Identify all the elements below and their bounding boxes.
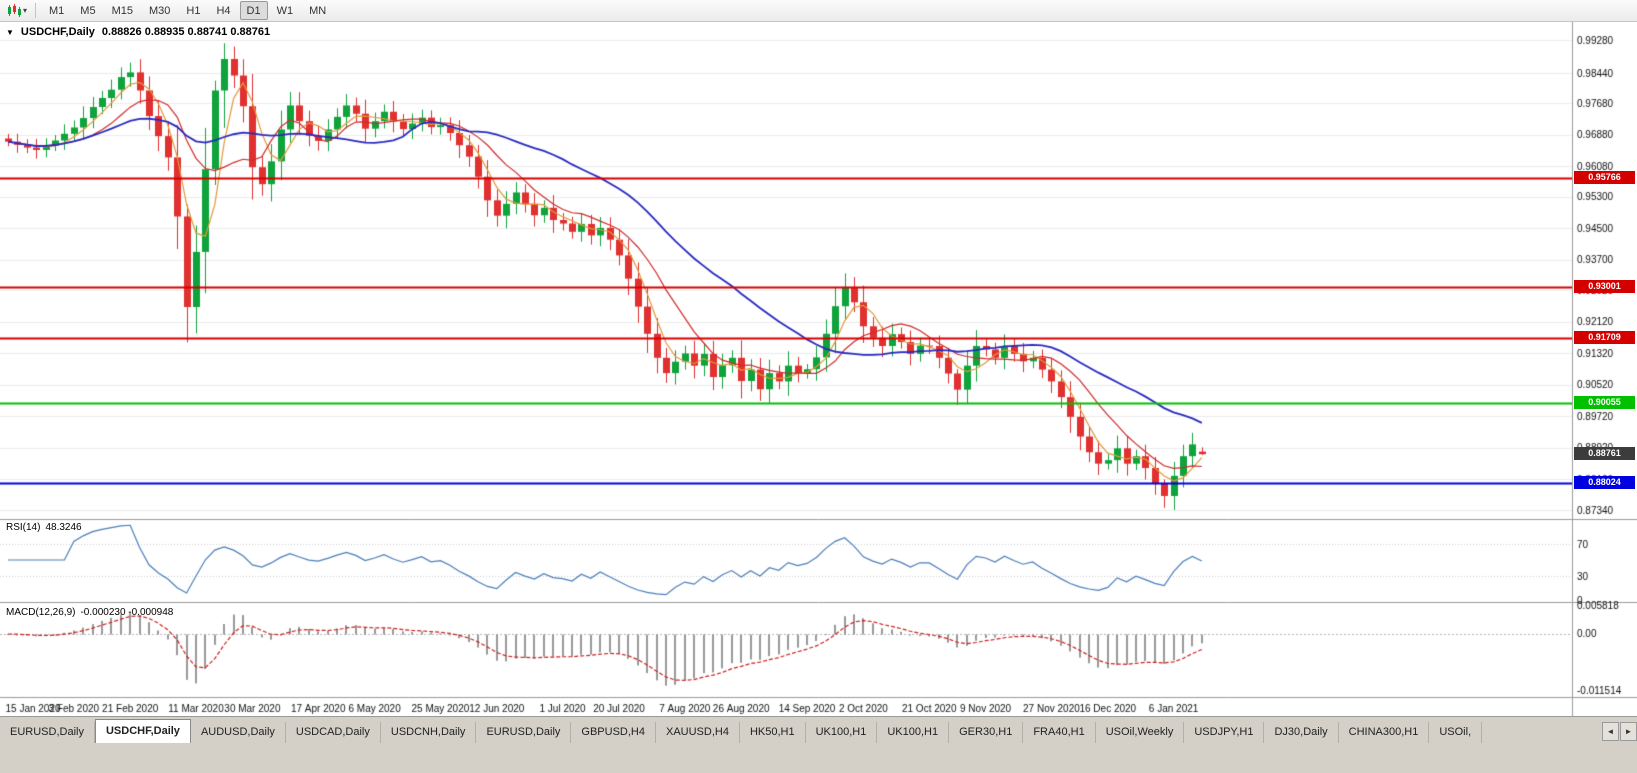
macd-values: -0.000230 -0.000948 <box>80 607 174 618</box>
chart-tab-ger30-h1[interactable]: GER30,H1 <box>949 722 1024 743</box>
price-level-badge-0.88024[interactable]: 0.88024 <box>1574 476 1635 489</box>
price-level-badge-0.95766[interactable]: 0.95766 <box>1574 171 1635 184</box>
timeframe-button-M1[interactable]: M1 <box>49 4 65 17</box>
rsi-value: 48.3246 <box>45 522 82 533</box>
window-bottom-strip <box>0 743 1637 773</box>
chart-tab-hk50-h1[interactable]: HK50,H1 <box>740 722 806 743</box>
timeframe-toolbar: ▾ M1 M5 M15 M30 H1 H4 D1 W1 MN <box>0 0 1637 22</box>
price-level-badge-0.91709[interactable]: 0.91709 <box>1574 331 1635 344</box>
chart-tab-fra40-h1[interactable]: FRA40,H1 <box>1023 722 1096 743</box>
timeframe-button-H4[interactable]: H4 <box>216 4 231 17</box>
timeframe-button-MN[interactable]: MN <box>309 4 327 17</box>
price-level-badge-0.88761[interactable]: 0.88761 <box>1574 447 1635 460</box>
chart-tab-uk100-h1[interactable]: UK100,H1 <box>877 722 950 743</box>
candlestick-chart-icon <box>8 4 21 17</box>
chart-tab-bar: EURUSD,Daily USDCHF,Daily AUDUSD,Daily USDC… <box>0 716 1637 743</box>
chart-title: ▼ USDCHF,Daily 0.88826 0.88935 0.88741 0… <box>6 26 270 38</box>
price-level-badge-0.90055[interactable]: 0.90055 <box>1574 396 1635 409</box>
toolbar-separator <box>35 3 37 18</box>
rsi-indicator-label: RSI(14) 48.3246 <box>6 522 82 533</box>
chart-tab-uk100-h1[interactable]: UK100,H1 <box>806 722 878 743</box>
tab-scroll-left-button[interactable]: ◄ <box>1602 722 1619 741</box>
chart-window: ▼ USDCHF,Daily 0.88826 0.88935 0.88741 0… <box>0 22 1637 716</box>
chart-tab-eurusd-daily[interactable]: EURUSD,Daily <box>476 722 572 743</box>
chart-tab-gbpusd-h4[interactable]: GBPUSD,H4 <box>571 722 656 743</box>
collapse-triangle-icon[interactable]: ▼ <box>6 27 14 37</box>
rsi-name: RSI(14) <box>6 522 41 533</box>
chart-tab-usdjpy-h1[interactable]: USDJPY,H1 <box>1184 722 1265 743</box>
chart-tab-china300-h1[interactable]: CHINA300,H1 <box>1339 722 1430 743</box>
chart-tab-audusd-daily[interactable]: AUDUSD,Daily <box>191 722 286 743</box>
tab-scroll-controls: ◄ ► <box>1600 722 1637 741</box>
timeframe-button-H1[interactable]: H1 <box>186 4 201 17</box>
chart-tab-usoil-weekly[interactable]: USOil,Weekly <box>1096 722 1185 743</box>
price-level-badge-0.93001[interactable]: 0.93001 <box>1574 280 1635 293</box>
chevron-down-icon: ▾ <box>23 5 28 15</box>
timeframe-button-M30[interactable]: M30 <box>148 4 171 17</box>
chart-tab-usoil-[interactable]: USOil, <box>1429 722 1483 743</box>
chart-area[interactable] <box>0 22 1637 716</box>
timeframe-buttons: M1 M5 M15 M30 H1 H4 D1 W1 MN <box>41 1 334 20</box>
timeframe-button-D1[interactable]: D1 <box>239 1 268 20</box>
chart-tab-dj30-daily[interactable]: DJ30,Daily <box>1264 722 1339 743</box>
chart-tab-xauusd-h4[interactable]: XAUUSD,H4 <box>656 722 740 743</box>
chart-tab-eurusd-daily[interactable]: EURUSD,Daily <box>0 722 95 743</box>
chart-tab-usdcad-daily[interactable]: USDCAD,Daily <box>286 722 381 743</box>
tab-scroll-right-button[interactable]: ► <box>1620 722 1637 741</box>
macd-name: MACD(12,26,9) <box>6 607 76 618</box>
timeframe-button-M15[interactable]: M15 <box>111 4 133 17</box>
chart-tab-usdcnh-daily[interactable]: USDCNH,Daily <box>381 722 477 743</box>
timeframe-button-W1[interactable]: W1 <box>276 4 294 17</box>
chart-symbol-label: USDCHF,Daily <box>20 26 95 38</box>
chart-tab-usdchf-daily[interactable]: USDCHF,Daily <box>94 719 191 743</box>
chart-type-button[interactable]: ▾ <box>4 2 30 20</box>
timeframe-button-M5[interactable]: M5 <box>80 4 96 17</box>
chart-ohlc-values: 0.88826 0.88935 0.88741 0.88761 <box>101 26 271 38</box>
macd-indicator-label: MACD(12,26,9) -0.000230 -0.000948 <box>6 607 173 618</box>
